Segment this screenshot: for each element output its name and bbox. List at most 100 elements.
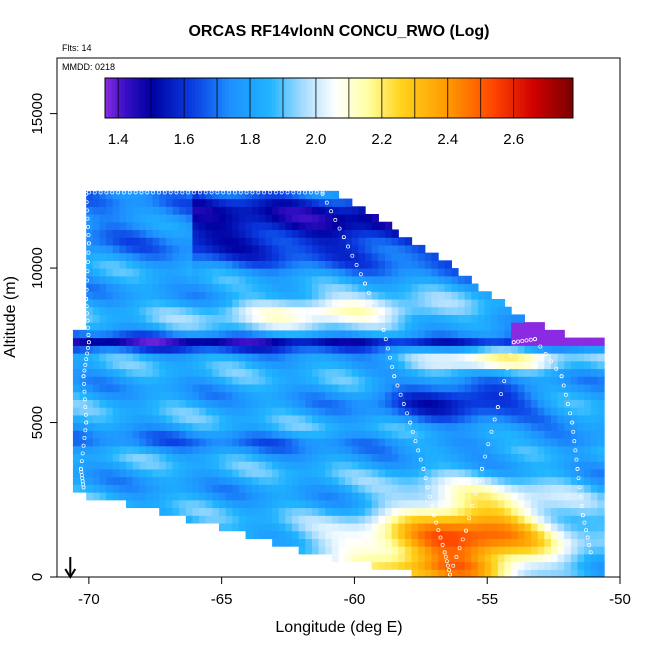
- heatmap-cell: [272, 360, 280, 370]
- heatmap-cell: [351, 322, 360, 331]
- heatmap-cell: [458, 515, 466, 524]
- colorbar-segment: [268, 78, 273, 118]
- heatmap-cell: [511, 546, 519, 555]
- colorbar-segment: [158, 78, 163, 118]
- track-point: [575, 466, 580, 471]
- heatmap-cell: [491, 538, 499, 547]
- heatmap-cell: [292, 214, 300, 223]
- heatmap-cell: [292, 476, 300, 485]
- heatmap-cell: [391, 476, 399, 485]
- heatmap-cell: [471, 553, 479, 563]
- heatmap-cell: [484, 329, 492, 339]
- heatmap-cell: [126, 268, 134, 277]
- heatmap-cell: [172, 221, 180, 231]
- track-point: [85, 269, 90, 274]
- heatmap-cell: [179, 244, 187, 254]
- heatmap-cell: [238, 422, 247, 431]
- heatmap-cell: [159, 507, 167, 516]
- track-point: [451, 563, 456, 568]
- track-point: [580, 513, 585, 518]
- heatmap-cell: [517, 360, 525, 370]
- heatmap-cell: [212, 383, 220, 393]
- track-point: [543, 352, 548, 356]
- heatmap-cell: [358, 507, 366, 516]
- heatmap-cell: [378, 229, 386, 238]
- heatmap-cell: [112, 484, 121, 493]
- track-point: [83, 362, 88, 367]
- heatmap-cell: [550, 561, 559, 570]
- heatmap-cell: [126, 291, 134, 300]
- heatmap-cell: [199, 499, 207, 509]
- heatmap-cell: [484, 360, 492, 370]
- heatmap-cell: [325, 237, 333, 246]
- heatmap-cell: [172, 383, 180, 393]
- track-point: [232, 190, 237, 195]
- heatmap-cell: [331, 298, 340, 308]
- heatmap-cell: [139, 461, 147, 470]
- heatmap-cell: [371, 345, 379, 354]
- heatmap-cell: [391, 546, 399, 555]
- heatmap-cell: [311, 468, 320, 478]
- heatmap-cell: [371, 422, 379, 431]
- heatmap-cell: [497, 306, 506, 316]
- heatmap-cell: [145, 461, 154, 470]
- heatmap-cell: [86, 306, 94, 316]
- heatmap-cell: [584, 399, 592, 408]
- heatmap-cell: [126, 407, 134, 416]
- colorbar-segment: [265, 78, 270, 118]
- heatmap-cell: [99, 353, 107, 362]
- track-point: [110, 190, 115, 195]
- heatmap-cell: [265, 407, 273, 416]
- heatmap-cell: [584, 422, 592, 431]
- heatmap-cell: [438, 407, 446, 416]
- heatmap-cell: [305, 260, 313, 269]
- heatmap-cell: [378, 507, 386, 516]
- heatmap-cell: [232, 283, 240, 292]
- heatmap-cell: [72, 345, 81, 354]
- heatmap-cell: [278, 237, 286, 246]
- colorbar-segment: [395, 78, 400, 118]
- heatmap-cell: [358, 453, 366, 462]
- heatmap-cell: [245, 453, 253, 462]
- heatmap-cell: [345, 399, 353, 408]
- track-point: [86, 345, 90, 350]
- heatmap-cell: [179, 329, 187, 339]
- heatmap-cell: [278, 422, 286, 431]
- heatmap-cell: [86, 484, 94, 493]
- heatmap-cell: [391, 507, 399, 516]
- heatmap-cell: [537, 530, 545, 539]
- heatmap-cell: [398, 368, 406, 377]
- heatmap-cell: [225, 507, 233, 516]
- heatmap-cell: [145, 306, 154, 316]
- heatmap-cell: [431, 414, 439, 424]
- heatmap-cell: [451, 407, 459, 416]
- heatmap-cell: [404, 268, 413, 277]
- heatmap-cell: [325, 198, 333, 207]
- heatmap-cell: [192, 306, 200, 316]
- heatmap-cell: [112, 306, 121, 316]
- heatmap-cell: [557, 476, 565, 485]
- heatmap-cell: [590, 422, 599, 431]
- track-point: [445, 563, 450, 568]
- heatmap-cell: [272, 499, 280, 509]
- heatmap-cell: [464, 275, 472, 285]
- heatmap-cell: [185, 198, 194, 207]
- heatmap-cell: [391, 515, 399, 524]
- heatmap-cell: [112, 237, 121, 246]
- heatmap-cell: [504, 515, 512, 524]
- heatmap-cell: [238, 275, 247, 285]
- heatmap-cell: [252, 383, 260, 393]
- heatmap-cell: [139, 383, 147, 393]
- heatmap-cell: [219, 322, 227, 331]
- heatmap-cell: [471, 515, 479, 524]
- heatmap-cell: [338, 275, 346, 285]
- heatmap-cell: [199, 484, 207, 493]
- heatmap-cell: [305, 407, 313, 416]
- heatmap-cell: [590, 553, 599, 563]
- heatmap-cell: [99, 414, 107, 424]
- heatmap-cell: [338, 314, 346, 323]
- heatmap-cell: [225, 437, 233, 447]
- track-point: [82, 389, 87, 394]
- heatmap-cell: [252, 353, 260, 362]
